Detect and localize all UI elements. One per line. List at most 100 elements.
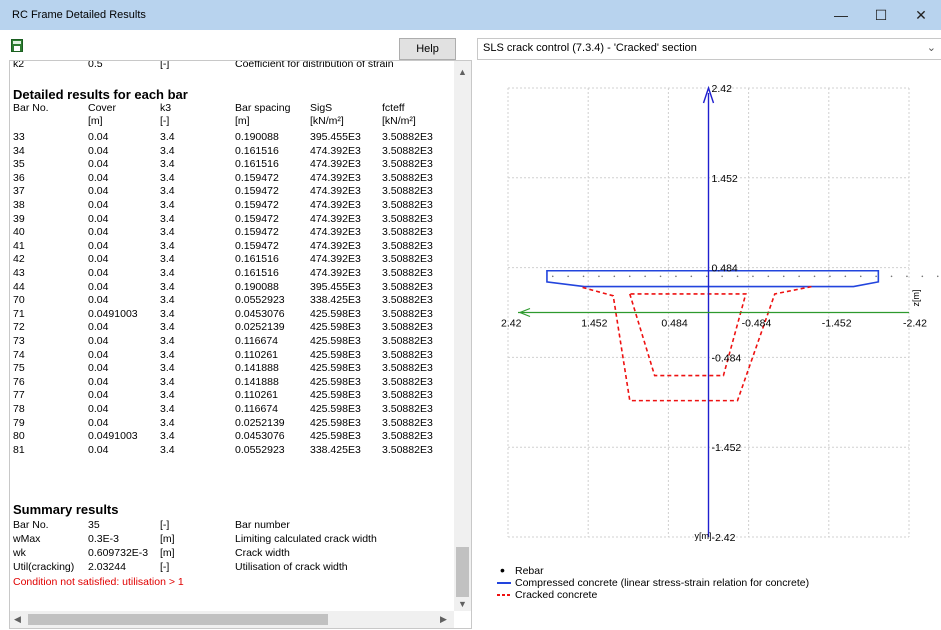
rebar-point — [875, 275, 877, 278]
table-row-cell: 0.04 — [88, 335, 109, 347]
summary-cell: Bar number — [235, 519, 290, 531]
rebar-point — [690, 275, 693, 278]
table-row-cell: 0.0491003 — [88, 307, 138, 320]
y-axis-label: y[m] — [695, 531, 712, 541]
table-row-cell: 78 — [13, 403, 25, 415]
z-axis-label: z[m] — [911, 290, 921, 307]
table-row-cell: 0.0552923 — [235, 294, 285, 307]
detailed-units-row: [m] [-] [m] [kN/m²] [kN/m²] — [10, 115, 450, 127]
table-row-cell: 3.4 — [160, 430, 175, 443]
table-row-cell: 3.4 — [160, 144, 175, 157]
summary-cell: Crack width — [235, 547, 290, 559]
summary-cell: wk — [13, 547, 26, 559]
scroll-up-icon[interactable]: ▲ — [458, 67, 467, 77]
dashed-line-icon — [497, 594, 511, 596]
detailed-units-row-cell: [m] — [235, 115, 250, 127]
vertical-scrollbar[interactable]: ▲ ▼ — [454, 61, 471, 611]
scroll-down-icon[interactable]: ▼ — [458, 599, 467, 609]
table-row-cell: 0.04 — [88, 171, 109, 184]
solid-line-icon — [497, 582, 511, 584]
summary-cell: 2.03244 — [88, 561, 126, 573]
table-row: 38 0.04 3.4 0.159472 474.392E3 3.50882E3 — [10, 199, 450, 211]
rebar-point — [752, 275, 754, 278]
rebar-point — [767, 275, 770, 278]
table-row-cell: 425.598E3 — [310, 348, 361, 361]
section-shapes — [546, 269, 939, 402]
table-row-cell: 338.425E3 — [310, 443, 361, 456]
table-row: 77 0.04 3.4 0.110261 425.598E3 3.50882E3 — [10, 389, 450, 401]
table-row-cell: 395.455E3 — [310, 280, 361, 293]
table-row-cell: 474.392E3 — [310, 226, 361, 239]
table-row-cell: 38 — [13, 199, 25, 211]
table-row-cell: 79 — [13, 416, 25, 429]
results-pane[interactable]: k2 0.5 [-] Coefficient for distribution … — [9, 60, 472, 629]
export-icon[interactable] — [11, 39, 23, 52]
table-row-cell: 41 — [13, 239, 25, 252]
rebar-point — [829, 275, 831, 278]
vertical-scroll-thumb[interactable] — [456, 547, 469, 597]
rebar-point — [598, 275, 600, 278]
table-row-cell: 71 — [13, 307, 25, 320]
table-row-cell: 3.50882E3 — [382, 403, 433, 415]
table-row-cell: 3.50882E3 — [382, 185, 433, 198]
table-row-cell: 70 — [13, 294, 25, 307]
table-row-cell: 3.4 — [160, 171, 175, 184]
table-row-cell: 3.50882E3 — [382, 375, 433, 388]
detailed-units-row-cell: [-] — [160, 115, 170, 127]
section-dropdown[interactable]: SLS crack control (7.3.4) - 'Cracked' se… — [477, 38, 941, 60]
table-row-cell: 80 — [13, 430, 25, 443]
table-row-cell: 3.50882E3 — [382, 212, 433, 225]
table-row-cell: 0.04 — [88, 158, 109, 171]
table-row-cell: 3.4 — [160, 389, 175, 402]
k2-unit: [-] — [160, 61, 170, 70]
summary-cell: Limiting calculated crack width — [235, 533, 377, 545]
rebar-point — [798, 275, 800, 278]
z-axis-arrow — [518, 307, 531, 318]
table-row-cell: 37 — [13, 185, 25, 198]
help-button[interactable]: Help — [399, 38, 456, 60]
table-row-cell: 0.04 — [88, 185, 109, 198]
table-row-cell: 0.0453076 — [235, 307, 285, 320]
y-tick-label: -2.42 — [712, 532, 736, 544]
close-icon[interactable]: ✕ — [915, 7, 927, 23]
table-row-cell: 3.4 — [160, 348, 175, 361]
table-row-cell: 0.141888 — [235, 362, 279, 375]
table-row: 41 0.04 3.4 0.159472 474.392E3 3.50882E3 — [10, 240, 450, 252]
table-row-cell: 0.161516 — [235, 144, 279, 157]
summary-cell: [-] — [160, 519, 170, 531]
table-row-cell: 474.392E3 — [310, 199, 361, 211]
table-row-cell: 3.50882E3 — [382, 144, 433, 157]
x-tick-label: 0.484 — [661, 318, 687, 330]
table-row-cell: 474.392E3 — [310, 144, 361, 157]
maximize-icon[interactable]: ☐ — [874, 7, 888, 23]
table-row: 71 0.0491003 3.4 0.0453076 425.598E3 3.50882E… — [10, 308, 450, 320]
table-row-cell: 0.116674 — [235, 403, 279, 415]
summary-cell: [m] — [160, 547, 175, 559]
table-row-cell: 0.04 — [88, 375, 109, 388]
rebar-point — [921, 275, 924, 278]
horizontal-scroll-thumb[interactable] — [28, 614, 328, 625]
rebar-point — [659, 275, 662, 278]
detailed-units-row-cell: [m] — [88, 115, 103, 127]
table-row-cell: 3.50882E3 — [382, 335, 433, 347]
table-row-cell: 3.4 — [160, 307, 175, 320]
table-row-cell: 39 — [13, 212, 25, 225]
minimize-icon[interactable]: — — [834, 7, 848, 23]
horizontal-scrollbar[interactable]: ◀ ▶ — [10, 611, 454, 628]
table-row-cell: 0.04 — [88, 212, 109, 225]
scroll-left-icon[interactable]: ◀ — [14, 614, 21, 624]
table-row-cell: 425.598E3 — [310, 375, 361, 388]
rebar-point — [859, 275, 862, 278]
table-row-cell: 3.50882E3 — [382, 158, 433, 171]
table-row-cell: 3.4 — [160, 226, 175, 239]
x-tick-label: -0.484 — [742, 318, 772, 330]
table-row-cell: 75 — [13, 362, 25, 375]
table-row-cell: 3.4 — [160, 443, 175, 456]
table-row-cell: 3.50882E3 — [382, 321, 433, 334]
table-row: 40 0.04 3.4 0.159472 474.392E3 3.50882E3 — [10, 226, 450, 238]
rebar-dot-icon: • — [500, 562, 505, 578]
table-row-cell: 3.4 — [160, 267, 175, 279]
scroll-right-icon[interactable]: ▶ — [440, 614, 447, 624]
table-row-cell: 0.0453076 — [235, 430, 285, 443]
table-row-cell: 0.0252139 — [235, 321, 285, 334]
